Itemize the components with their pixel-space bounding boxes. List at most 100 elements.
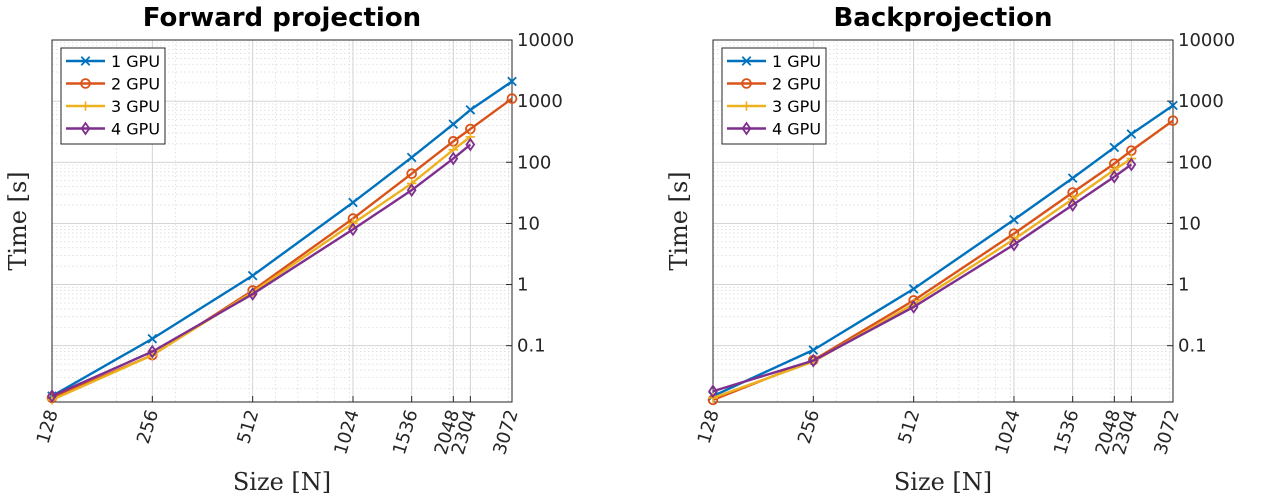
y-tick-label: 10000 bbox=[1178, 30, 1235, 51]
x-tick-label: 3072 bbox=[489, 407, 522, 457]
y-tick-label: 10 bbox=[517, 213, 540, 234]
data-point bbox=[448, 151, 459, 166]
x-tick-label: 512 bbox=[894, 407, 924, 446]
data-point bbox=[1067, 198, 1078, 212]
y-axis-label: Time [s] bbox=[665, 171, 693, 270]
y-axis-label: Time [s] bbox=[4, 171, 32, 270]
legend-marker bbox=[741, 121, 752, 136]
data-point bbox=[808, 353, 819, 368]
legend-label: 3 GPU bbox=[111, 97, 160, 116]
data-point bbox=[1126, 157, 1137, 172]
legend-label: 3 GPU bbox=[772, 97, 821, 116]
data-point bbox=[908, 300, 919, 314]
data-point bbox=[507, 76, 517, 87]
chart-title: Backprojection bbox=[833, 3, 1052, 33]
legend-box bbox=[721, 47, 827, 145]
data-point bbox=[406, 168, 417, 180]
legend-label: 2 GPU bbox=[772, 75, 821, 94]
data-point bbox=[1009, 237, 1019, 252]
legend-label: 1 GPU bbox=[111, 52, 160, 71]
legend: 1 GPU 2 GPU 3 GPU 4 GPU bbox=[721, 47, 827, 145]
data-point bbox=[808, 345, 819, 355]
x-tick-label: 1024 bbox=[991, 407, 1024, 457]
legend-item: 3 GPU bbox=[727, 97, 821, 116]
y-tick-label: 0.1 bbox=[517, 336, 546, 357]
legend-item: 4 GPU bbox=[727, 120, 821, 139]
data-point bbox=[908, 284, 919, 294]
x-tick-label: 128 bbox=[33, 407, 63, 446]
data-point bbox=[247, 287, 258, 301]
series-4-gpu bbox=[47, 137, 476, 404]
legend-item: 3 GPU bbox=[66, 97, 160, 116]
data-point bbox=[708, 384, 718, 399]
data-point bbox=[348, 197, 358, 208]
data-point bbox=[1109, 142, 1120, 153]
y-tick-label: 100 bbox=[517, 152, 551, 173]
data-point bbox=[247, 270, 258, 281]
data-point bbox=[448, 119, 459, 130]
x-axis-label: Size [N] bbox=[894, 468, 992, 496]
legend-label: 1 GPU bbox=[772, 52, 821, 71]
legend-item: 2 GPU bbox=[727, 75, 821, 94]
data-point bbox=[1167, 115, 1179, 126]
data-point bbox=[1009, 214, 1019, 225]
data-point bbox=[1126, 129, 1137, 139]
data-point bbox=[147, 344, 158, 359]
y-tick-label: 10000 bbox=[517, 30, 574, 51]
data-point bbox=[348, 222, 358, 237]
y-tick-label: 0.1 bbox=[1178, 336, 1207, 357]
legend-label: 4 GPU bbox=[111, 120, 160, 139]
data-point bbox=[47, 395, 57, 405]
chart-title: Forward projection bbox=[143, 3, 421, 33]
series-4-gpu bbox=[708, 157, 1137, 399]
data-point bbox=[1168, 100, 1178, 111]
y-tick-label: 10 bbox=[1178, 213, 1201, 234]
legend-marker bbox=[741, 101, 752, 111]
data-point bbox=[465, 137, 476, 152]
legend-marker bbox=[80, 101, 91, 111]
legend-item: 1 GPU bbox=[727, 52, 821, 71]
legend-item: 1 GPU bbox=[66, 52, 160, 71]
plot-frame bbox=[51, 39, 513, 403]
legend-marker bbox=[80, 78, 91, 89]
series-line bbox=[712, 119, 1174, 401]
legend-marker bbox=[741, 56, 752, 66]
plot-frame bbox=[712, 39, 1174, 403]
x-tick-label: 128 bbox=[694, 407, 724, 446]
data-point bbox=[1109, 169, 1120, 184]
y-tick-label: 1 bbox=[1178, 275, 1189, 296]
legend-item: 4 GPU bbox=[66, 120, 160, 139]
y-tick-label: 100 bbox=[1178, 152, 1212, 173]
data-point bbox=[406, 152, 417, 163]
x-tick-label: 1024 bbox=[330, 407, 363, 457]
y-tick-label: 1000 bbox=[517, 91, 563, 112]
x-tick-label: 256 bbox=[794, 407, 824, 446]
x-tick-label: 1536 bbox=[389, 407, 422, 457]
series-line bbox=[51, 143, 472, 398]
x-tick-label: 3072 bbox=[1150, 407, 1183, 457]
x-tick-label: 256 bbox=[133, 407, 163, 446]
series bbox=[46, 76, 518, 405]
legend-marker bbox=[80, 121, 91, 136]
legend-label: 2 GPU bbox=[111, 75, 160, 94]
x-tick-label: 1536 bbox=[1050, 407, 1083, 457]
x-tick-label: 512 bbox=[233, 407, 263, 446]
legend-item: 2 GPU bbox=[66, 75, 160, 94]
legend: 1 GPU 2 GPU 3 GPU 4 GPU bbox=[60, 47, 166, 145]
y-tick-label: 1 bbox=[517, 275, 528, 296]
legend-marker bbox=[80, 56, 91, 66]
series-1-gpu bbox=[47, 76, 517, 401]
data-point bbox=[406, 183, 417, 198]
data-point bbox=[147, 333, 158, 344]
series bbox=[707, 100, 1179, 406]
data-point bbox=[506, 93, 518, 104]
legend-marker bbox=[741, 78, 752, 89]
series-line bbox=[712, 163, 1133, 393]
data-point bbox=[1067, 173, 1078, 183]
legend-label: 4 GPU bbox=[772, 120, 821, 139]
data-point bbox=[465, 105, 476, 115]
data-point bbox=[47, 389, 57, 404]
